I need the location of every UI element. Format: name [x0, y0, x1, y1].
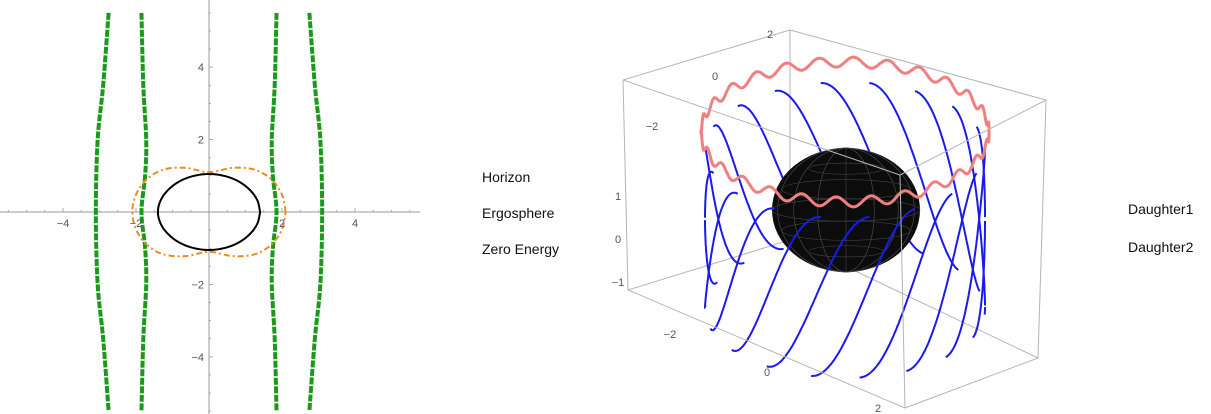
y-tick-label: 4 — [198, 62, 204, 74]
zero-energy-curve-4 — [307, 12, 325, 412]
x-tick-label: 2 — [279, 218, 285, 230]
left-tick-labels: −4 −2 2 4 4 2 −2 −4 — [57, 62, 358, 364]
zero-energy-curve-1 — [93, 12, 111, 412]
orbit-front — [699, 126, 991, 379]
y-tick-label: −4 — [191, 352, 204, 364]
daughter2-front-strand — [972, 221, 986, 339]
box-edge-right-vertical — [1037, 99, 1047, 359]
tick-top-left: −2 — [646, 121, 659, 133]
y-tick-label: 2 — [198, 135, 204, 147]
tick-bottom: 2 — [875, 403, 881, 414]
y-tick-label: −2 — [191, 279, 204, 291]
daughter1-back-ring — [699, 55, 991, 138]
left-axes — [0, 0, 420, 414]
left-legend: Horizon Ergosphere Zero Energy — [430, 168, 600, 268]
box-edge-left-vertical — [622, 79, 629, 291]
left-contour-plot: −4 −2 2 4 4 2 −2 −4 — [0, 0, 420, 414]
tick-top-left: 2 — [767, 29, 773, 41]
zero-energy-curve-2 — [139, 12, 149, 412]
sphere-body — [772, 148, 920, 272]
box-edge-front-vertical — [899, 174, 906, 409]
right-3d-plot: 2 0 −2 1 0 −1 −2 0 2 — [612, 29, 1047, 414]
daughter2-back-strand — [704, 146, 745, 265]
x-tick-label: 4 — [352, 218, 358, 230]
zero-energy-curve-3 — [269, 12, 279, 412]
daughter2-back-strand — [712, 124, 784, 251]
daughter2-back-strand — [869, 82, 959, 271]
box-front-edges — [622, 29, 1047, 409]
daughter2-front-strand — [704, 170, 715, 218]
daughter2-back-strand — [914, 90, 981, 292]
daughter2-front-strand — [766, 216, 870, 368]
legend-label-ergosphere: Ergosphere — [482, 205, 555, 221]
legend-label-horizon: Horizon — [482, 169, 531, 185]
daughter2-front-strand — [709, 207, 776, 332]
box-edge-top-front — [899, 99, 1047, 176]
tick-left-vertical: 1 — [615, 191, 621, 203]
black-hole-sphere — [771, 147, 921, 273]
right-legend: Daughter1 Daughter2 — [1090, 200, 1210, 270]
legend-label-daughter2: Daughter2 — [1128, 239, 1194, 255]
sphere-latitude — [781, 220, 911, 241]
box-edge-top-right — [789, 29, 1047, 101]
daughter2-front-strand — [704, 191, 739, 307]
ergosphere-curve — [131, 166, 287, 258]
daughter2-front-strand — [731, 215, 821, 353]
daughter2-front-strand — [906, 172, 978, 372]
box-edge-top-left — [622, 79, 901, 176]
daughter2-front-strand — [945, 150, 986, 358]
horizon-curve — [156, 172, 262, 252]
tick-left-vertical: 0 — [615, 234, 621, 246]
daughter2-front-strand — [811, 207, 916, 378]
box-tick-labels: 2 0 −2 1 0 −1 −2 0 2 — [612, 29, 881, 414]
x-tick-label: −2 — [130, 218, 143, 230]
box-edge-top-back — [622, 29, 791, 81]
daughter1-front-ring — [699, 126, 991, 209]
left-curves — [93, 12, 325, 412]
tick-left-vertical: −1 — [612, 277, 625, 289]
box-edge-bottom-left — [627, 289, 906, 409]
box-edge-bottom-front — [904, 357, 1039, 409]
daughter2-front-strand — [859, 192, 953, 379]
x-tick-label: −4 — [57, 218, 70, 230]
tick-bottom: −2 — [664, 329, 677, 341]
legend-label-zero-energy: Zero Energy — [482, 241, 560, 257]
tick-bottom: 0 — [764, 367, 770, 379]
legend-label-daughter1: Daughter1 — [1128, 201, 1194, 217]
tick-top-left: 0 — [712, 71, 718, 83]
